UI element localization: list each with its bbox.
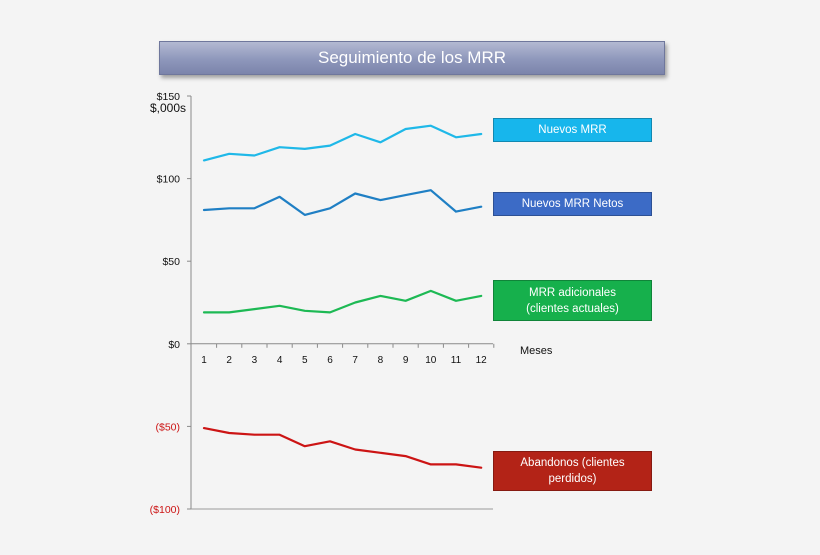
legend-label: Abandonos (clientes perdidos): [520, 457, 625, 485]
y-axis-unit-label: $,000s: [150, 101, 187, 115]
legend-label: Nuevos MRR Netos: [521, 198, 624, 210]
legend-abandonos: Abandonos (clientes perdidos): [493, 451, 652, 491]
y-tick-label: ($50): [155, 421, 180, 433]
legend-nuevos-mrr: Nuevos MRR: [493, 118, 652, 142]
y-tick-label: ($100): [150, 504, 180, 516]
series-line-nuevos-mrr: [202, 124, 483, 162]
x-tick-label: 1: [201, 355, 207, 366]
y-tick-label: $0: [168, 339, 180, 351]
x-tick-label: 8: [378, 355, 384, 366]
x-tick-label: 7: [352, 355, 358, 366]
x-tick-label: 10: [425, 355, 437, 366]
x-tick-label: 11: [451, 355, 462, 366]
x-tick-label: 2: [226, 355, 232, 366]
x-tick-label: 3: [252, 355, 258, 366]
x-tick-label: 6: [327, 355, 333, 366]
x-axis-label: Meses: [520, 345, 553, 357]
x-tick-label: 4: [277, 355, 283, 366]
y-tick-label: $50: [162, 256, 180, 268]
x-tick-label: 5: [302, 355, 308, 366]
x-tick-label: 9: [403, 355, 409, 366]
legend-nuevos-mrr-netos: Nuevos MRR Netos: [493, 192, 652, 216]
x-tick-label: 12: [476, 355, 488, 366]
series-line-abandonos-clientes-perdidos: [202, 427, 483, 469]
legend-label: Nuevos MRR: [538, 124, 607, 136]
legend-label: MRR adicionales (clientes actuales): [526, 286, 619, 315]
y-tick-label: $100: [157, 174, 181, 186]
series-line-nuevos-mrr-netos: [202, 189, 483, 216]
chart-title: Seguimiento de los MRR: [159, 41, 665, 75]
legend-mrr-adicionales: MRR adicionales (clientes actuales): [493, 280, 652, 321]
y-tick-label: $150: [157, 91, 181, 103]
series-line-mrr-adicionales-clientes-actuales: [202, 289, 483, 314]
